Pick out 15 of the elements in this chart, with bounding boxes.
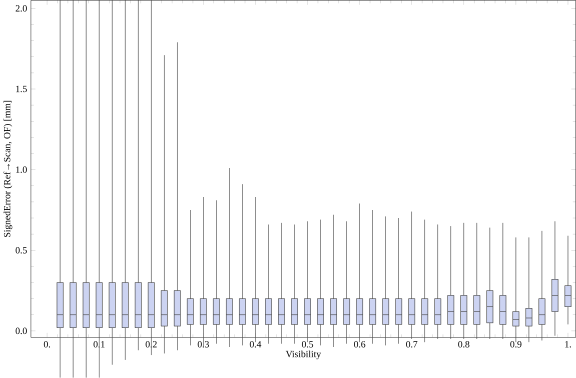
x-tick-label: 0.7 — [406, 341, 418, 348]
x-tick-label: 0.8 — [458, 341, 470, 348]
x-tick-label: 0.9 — [510, 341, 522, 348]
x-axis-title: Visibility — [286, 350, 322, 360]
x-tick-label: 0. — [44, 341, 50, 348]
x-tick-label: 1. — [565, 341, 571, 348]
y-tick-label: 0.0 — [16, 328, 27, 334]
y-tick-label: 0.5 — [16, 247, 27, 254]
y-axis-title: SignedError (Ref→Scan, OF) [mm] — [4, 100, 12, 237]
x-tick-label: 0.4 — [250, 341, 262, 348]
y-tick-label: 2.0 — [16, 5, 27, 12]
y-tick-label: 1.5 — [16, 86, 27, 92]
y-tick-label: 1.0 — [16, 166, 27, 173]
x-tick-label: 0.6 — [354, 341, 366, 348]
x-tick-label: 0.5 — [302, 341, 314, 348]
